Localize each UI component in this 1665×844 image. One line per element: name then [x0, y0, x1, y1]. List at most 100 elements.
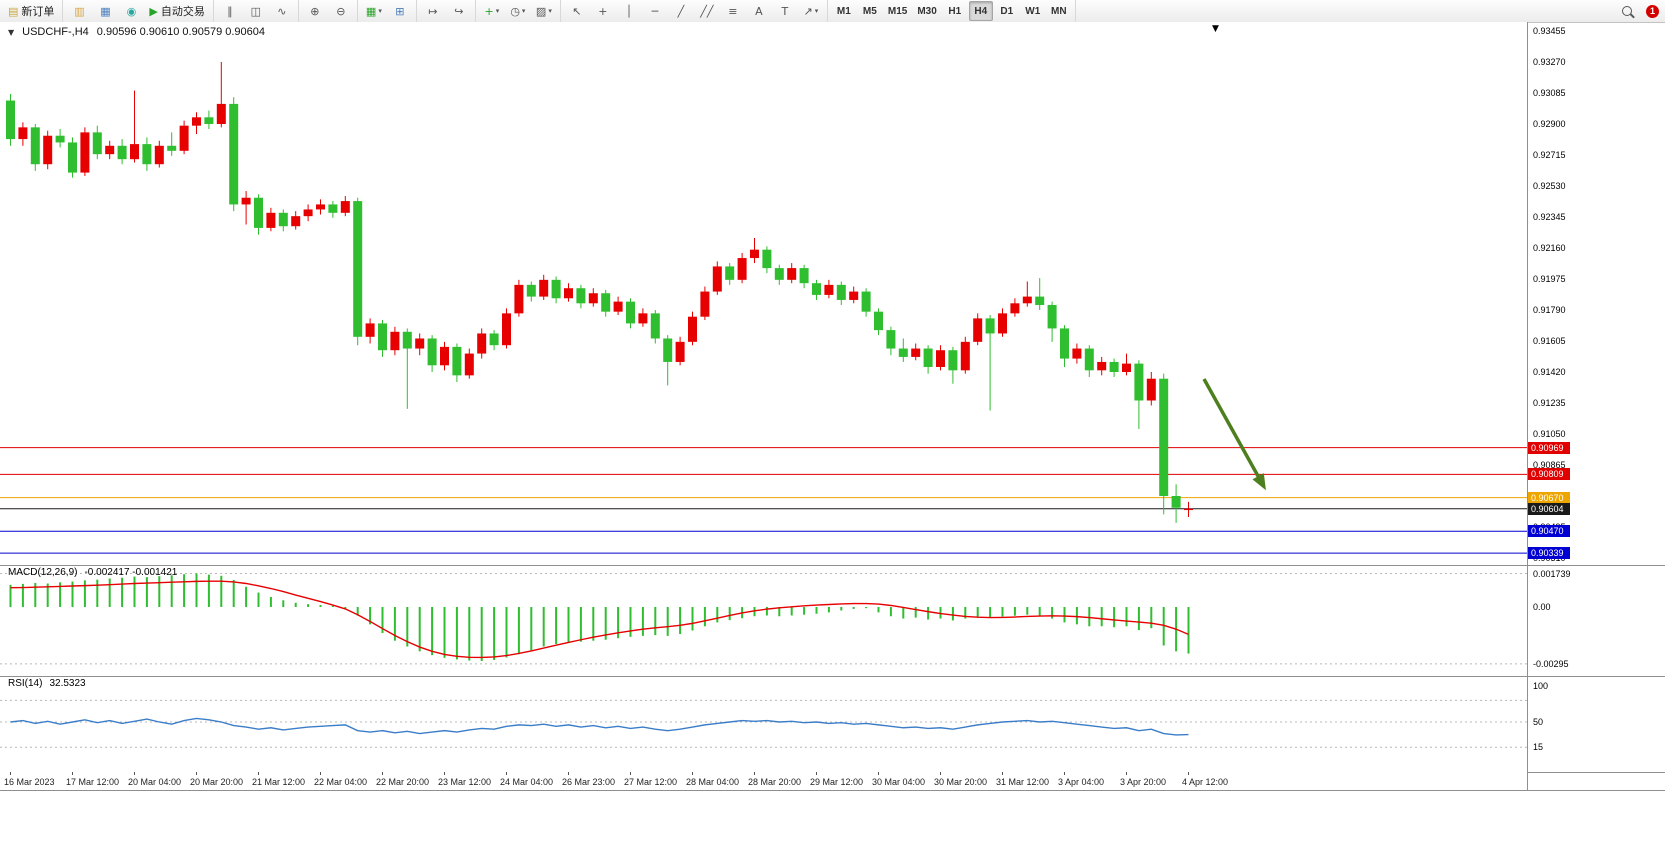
zoom-out-button[interactable]: ⊖	[329, 1, 353, 21]
new-order-button-label: 新订单	[21, 6, 55, 18]
candle-body	[688, 316, 697, 342]
text-label-button[interactable]: T	[773, 1, 797, 21]
trendline-button[interactable]: ╱	[669, 1, 693, 21]
crosshair-button[interactable]: +	[591, 1, 615, 21]
timeframe-d1-button[interactable]: D1	[995, 1, 1019, 21]
auto-scroll-button[interactable]: ↦	[421, 1, 445, 21]
history-center-button[interactable]: ▥	[67, 1, 91, 21]
timeframe-m1-button[interactable]: M1	[832, 1, 856, 21]
chart-shift-icon: ↪	[454, 4, 464, 18]
candle-body	[278, 212, 288, 227]
time-axis-tick	[72, 772, 73, 775]
dropdown-caret-icon: ▾	[378, 7, 382, 15]
mql5-community-button[interactable]: ◉	[119, 1, 143, 21]
dropdown-caret-icon: ▾	[495, 7, 500, 15]
cursor-button[interactable]: ↖	[565, 1, 589, 21]
timeframe-h1-button[interactable]: H1	[943, 1, 967, 21]
new-chart-icon: ▦	[365, 4, 377, 18]
candle-body	[216, 103, 226, 124]
new-chart-button[interactable]: ▦ ▾	[362, 1, 386, 21]
toolbar-button-groups: ▤ 新订单 ▥ ▦ ◉ ▶ 自动交易 ∥ ◫ ∿ ⊕ ⊖ ▦ ▾ ⊞ ↦ ↪ + ▾ ◷ ▾ ▨ ▾ ↖ + │ ─ ╱ ╱╱ ≡ A T ↗ ▾…	[0, 0, 1076, 22]
timeframe-h4-button[interactable]: H4	[968, 1, 993, 21]
macd-signal-line	[10, 580, 1189, 659]
autotrade-button[interactable]: ▶ 自动交易	[145, 1, 208, 21]
time-axis[interactable]: 16 Mar 2023 17 Mar 12:00 20 Mar 04:00 20 Ma…	[0, 772, 1527, 790]
time-axis-label: 28 Mar 20:00	[748, 777, 802, 787]
panel-separator[interactable]	[0, 565, 1665, 566]
candle-body	[725, 266, 735, 280]
rsi-name: RSI(14)	[8, 678, 43, 689]
dropdown-caret-icon: ▾	[548, 7, 552, 15]
dropdown-caret-icon: ▾	[521, 7, 526, 15]
collapse-triangle-icon[interactable]: ▼	[8, 27, 15, 37]
rsi-value: 32.5323	[49, 678, 86, 689]
timeframe-m30-button-label: M30	[917, 5, 937, 17]
time-axis-label: 27 Mar 12:00	[624, 777, 678, 787]
candle-body	[378, 323, 387, 351]
time-axis-tick	[382, 772, 383, 775]
candle-body	[564, 288, 573, 299]
candle-body	[254, 197, 263, 228]
toolbar-right: 1	[1614, 0, 1659, 22]
time-axis-label: 20 Mar 20:00	[190, 777, 244, 787]
line-chart-button[interactable]: ∿	[270, 1, 294, 21]
time-axis-label: 26 Mar 23:00	[562, 777, 616, 787]
charts-window-button[interactable]: ▦	[93, 1, 117, 21]
price-chart-canvas[interactable]	[0, 22, 1527, 565]
rsi-axis-label: 15	[1533, 742, 1544, 753]
tile-windows-button[interactable]: ⊞	[388, 1, 412, 21]
candle-body	[1134, 363, 1144, 401]
notification-badge[interactable]: 1	[1646, 4, 1659, 18]
rsi-panel-canvas[interactable]	[0, 676, 1527, 772]
panel-separator[interactable]	[0, 676, 1665, 677]
candle-body	[464, 353, 474, 376]
time-axis-tick	[1188, 772, 1189, 775]
horizontal-line-icon: ─	[651, 4, 659, 18]
fibonacci-button[interactable]: ≡	[721, 1, 745, 21]
periods-icon: ◷	[510, 4, 520, 18]
timeframe-m30-button[interactable]: M30	[913, 1, 940, 21]
timeframe-mn-button[interactable]: MN	[1047, 1, 1071, 21]
templates-button[interactable]: ▨ ▾	[532, 1, 556, 21]
channel-button[interactable]: ╱╱	[695, 1, 719, 21]
text-button[interactable]: A	[747, 1, 771, 21]
candle-body	[613, 301, 623, 312]
bar-chart-button[interactable]: ∥	[218, 1, 242, 21]
auto-scroll-icon: ↦	[428, 4, 438, 18]
timeframe-w1-button[interactable]: W1	[1021, 1, 1045, 21]
macd-panel-canvas[interactable]	[0, 565, 1527, 675]
candlestick-chart-button[interactable]: ◫	[244, 1, 268, 21]
rsi-axis-label: 100	[1533, 681, 1549, 691]
toolbar-group: ∥ ◫ ∿	[214, 0, 299, 22]
vertical-line-button[interactable]: │	[617, 1, 641, 21]
zoom-in-button[interactable]: ⊕	[303, 1, 327, 21]
periods-button[interactable]: ◷ ▾	[506, 1, 530, 21]
time-axis-tick	[444, 772, 445, 775]
search-button[interactable]	[1615, 1, 1639, 21]
time-axis-tick	[10, 772, 11, 775]
scroll-to-end-marker-icon[interactable]: ▼	[1212, 24, 1219, 34]
autotrade-icon: ▶	[149, 4, 158, 18]
chart-ohlc-quotes: 0.90596 0.90610 0.90579 0.90604	[96, 26, 265, 38]
time-axis-label: 29 Mar 12:00	[810, 777, 864, 787]
candle-body	[477, 333, 487, 354]
candle-body	[874, 311, 883, 331]
chart-shift-button[interactable]: ↪	[447, 1, 471, 21]
rsi-axis-label: 50	[1533, 717, 1544, 727]
horizontal-line-button[interactable]: ─	[643, 1, 667, 21]
candle-body	[80, 132, 90, 173]
new-order-button[interactable]: ▤ 新订单	[4, 1, 58, 21]
time-axis-label: 20 Mar 04:00	[128, 777, 182, 787]
trend-arrow-line[interactable]	[1202, 378, 1265, 486]
candle-body	[936, 350, 945, 367]
price-level-badge: 0.90470	[1528, 525, 1570, 538]
price-axis[interactable]: 0.93455 0.93270 0.93085 0.92900 0.92715 0.925…	[1527, 0, 1665, 844]
arrows-button[interactable]: ↗ ▾	[799, 1, 823, 21]
candle-body	[675, 341, 685, 362]
timeframe-m15-button[interactable]: M15	[884, 1, 911, 21]
trend-arrow-head	[1252, 473, 1266, 491]
time-axis-label: 4 Apr 12:00	[1182, 777, 1229, 787]
candle-body	[1159, 378, 1169, 496]
indicators-button[interactable]: + ▾	[480, 1, 504, 21]
timeframe-m5-button[interactable]: M5	[858, 1, 882, 21]
